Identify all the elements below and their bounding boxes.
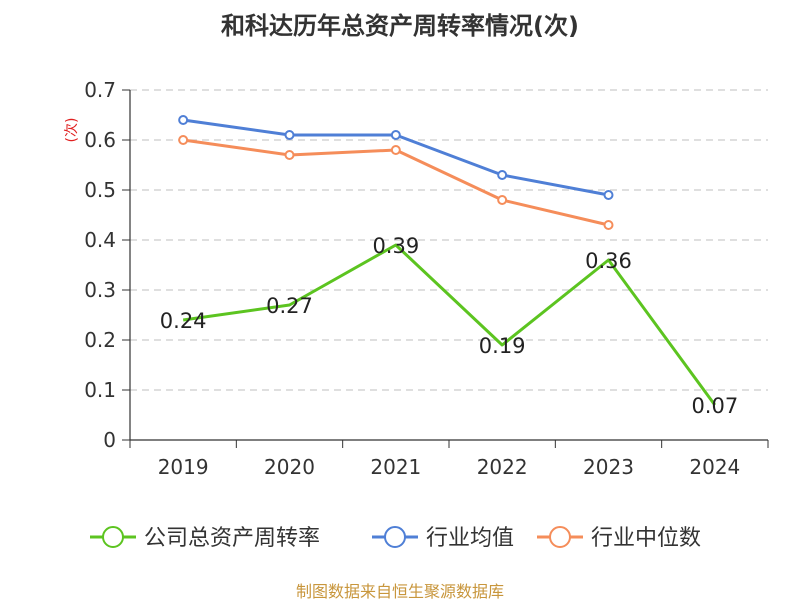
y-tick-label: 0.4 <box>84 228 116 252</box>
data-label: 0.24 <box>160 309 207 333</box>
legend-label-0: 公司总资产周转率 <box>144 526 320 551</box>
data-labels: 0.24 0.27 0.39 0.19 0.36 0.07 <box>160 234 738 418</box>
series-point-2 <box>603 220 614 230</box>
y-tick-label: 0.2 <box>84 328 116 352</box>
y-tick-label: 0.5 <box>84 178 116 202</box>
y-tick-label: 0 <box>103 428 116 452</box>
series-line-0 <box>182 243 717 406</box>
y-tick-label: 0.6 <box>84 128 116 152</box>
series-point-1 <box>497 170 508 180</box>
chart-title: 和科达历年总资产周转率情况(次) <box>221 12 579 40</box>
data-label: 0.36 <box>585 249 632 273</box>
legend-marker-0 <box>102 526 124 548</box>
x-tick-label: 2021 <box>370 455 421 479</box>
legend-marker-2 <box>549 526 571 548</box>
source-note: 制图数据来自恒生聚源数据库 <box>295 582 504 601</box>
series-point-2 <box>284 150 295 160</box>
data-label: 0.19 <box>479 334 526 358</box>
y-tick-label: 0.7 <box>84 78 116 102</box>
legend: 公司总资产周转率 行业均值 行业中位数 <box>90 526 701 551</box>
y-axis-label: (次) <box>64 118 80 143</box>
y-tick-label: 0.3 <box>84 278 116 302</box>
gridlines <box>130 89 768 391</box>
series-point-2 <box>497 195 508 205</box>
series-point-2 <box>178 135 189 145</box>
data-label: 0.39 <box>372 234 419 258</box>
tick-labels: 0 0.1 0.2 0.3 0.4 0.5 0.6 0.7 2019 2020 2021 2022 20… <box>84 78 740 479</box>
series-point-1 <box>284 130 295 140</box>
legend-marker-1 <box>384 526 406 548</box>
data-label: 0.27 <box>266 294 313 318</box>
series-point-1 <box>603 190 614 200</box>
x-tick-label: 2020 <box>264 455 315 479</box>
x-tick-label: 2022 <box>477 455 528 479</box>
data-label: 0.07 <box>691 394 738 418</box>
y-tick-label: 0.1 <box>84 378 116 402</box>
x-tick-label: 2019 <box>158 455 209 479</box>
series-point-1 <box>178 115 189 125</box>
axes <box>122 89 769 448</box>
series-point-1 <box>390 130 401 140</box>
series-group <box>178 115 717 406</box>
series-point-2 <box>390 145 401 155</box>
legend-label-1: 行业均值 <box>426 526 514 551</box>
legend-label-2: 行业中位数 <box>591 526 701 551</box>
x-tick-label: 2023 <box>583 455 634 479</box>
x-tick-label: 2024 <box>689 455 740 479</box>
